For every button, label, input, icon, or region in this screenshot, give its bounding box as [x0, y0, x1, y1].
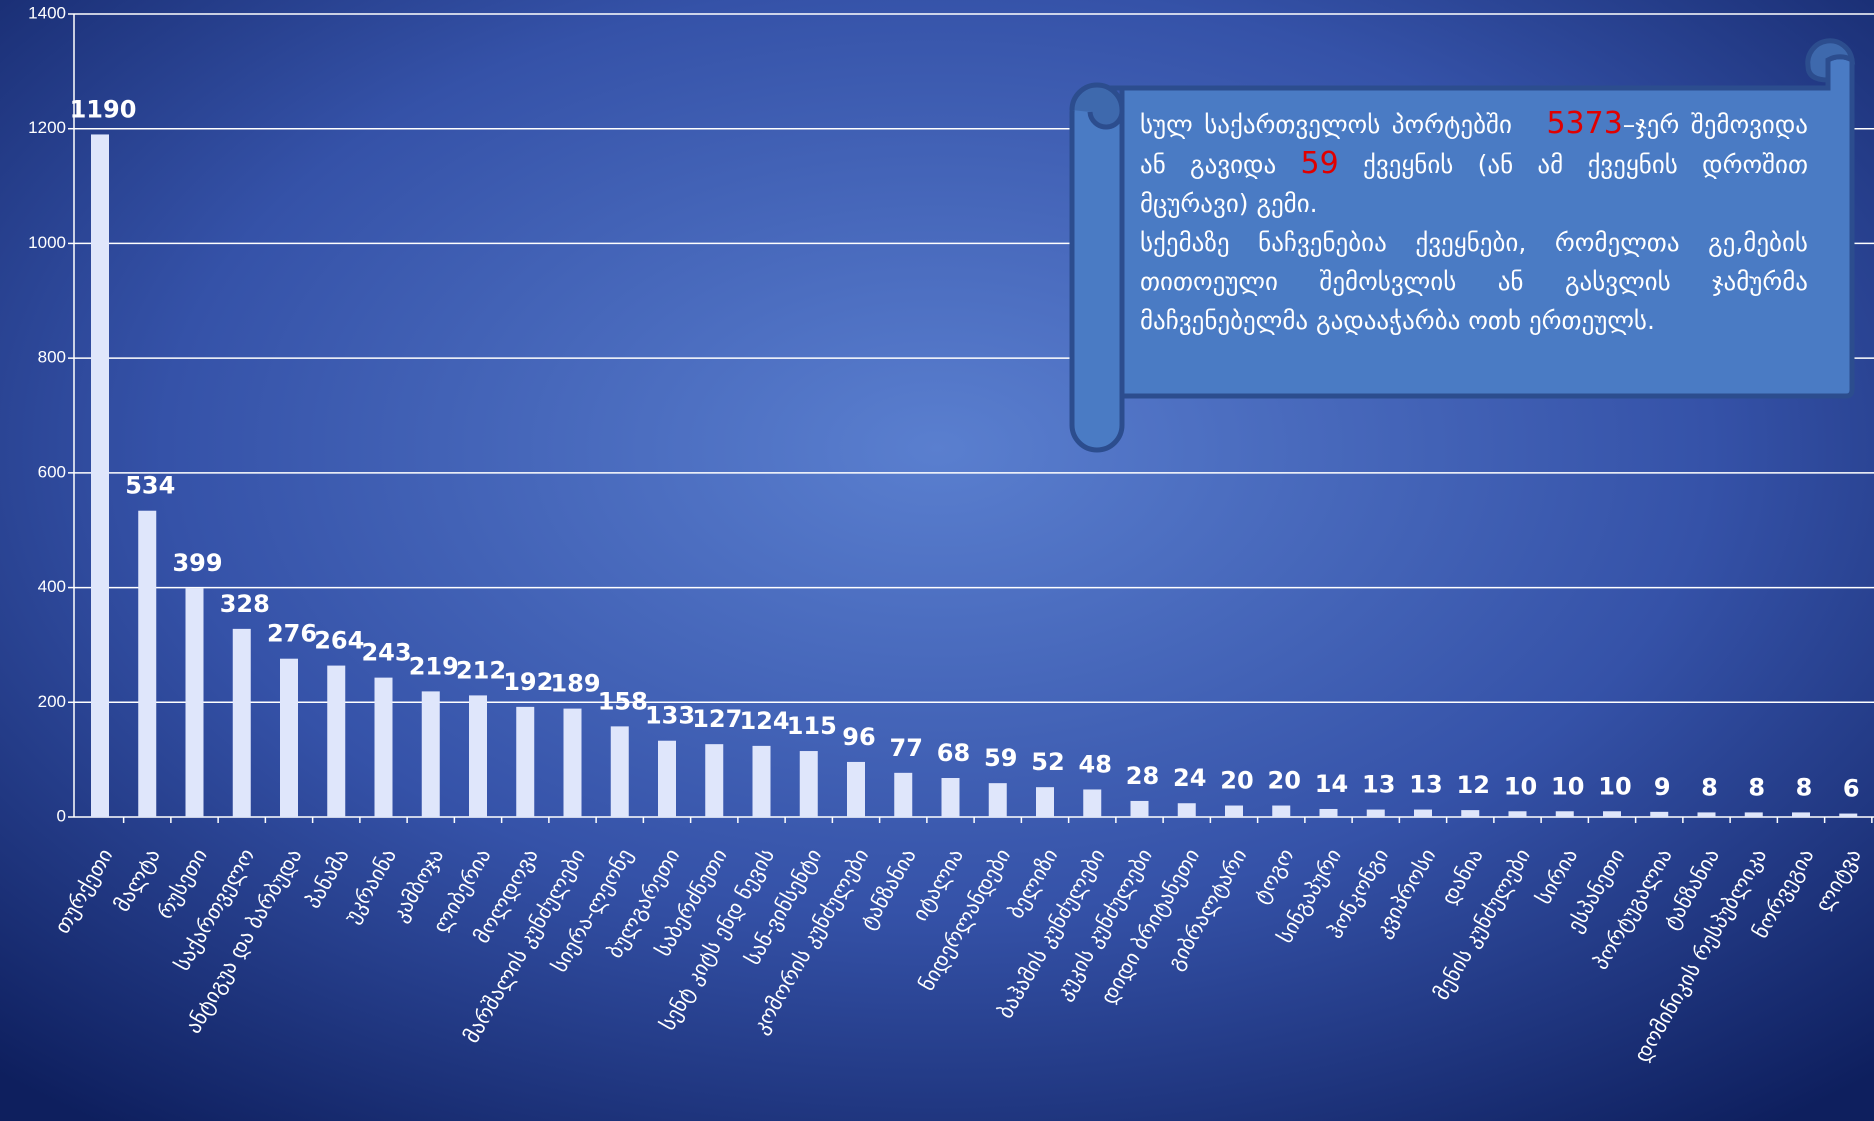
- value-label: 28: [1126, 762, 1159, 790]
- y-tick-label: 200: [38, 692, 66, 711]
- y-tick-label: 1000: [28, 233, 66, 252]
- bar: [1036, 787, 1054, 817]
- annotation: სულ საქართველოს პორტებში 5373–ჯერ შემოვი…: [1140, 104, 1808, 340]
- bar: [799, 751, 818, 817]
- value-label: 20: [1268, 767, 1301, 795]
- value-label: 127: [692, 705, 742, 733]
- bar: [1839, 813, 1858, 817]
- note-text: ქვეყნის (ან ამ ქვეყნის დროშით მცურავი) გ…: [1140, 150, 1809, 218]
- bar: [421, 691, 440, 817]
- y-tick-label: 1200: [28, 118, 66, 137]
- value-label: 189: [550, 670, 600, 698]
- bar: [1555, 811, 1574, 817]
- bar: [1414, 809, 1432, 817]
- value-label: 8: [1701, 773, 1718, 801]
- value-label: 212: [456, 656, 506, 684]
- bar: [374, 677, 393, 817]
- value-label: 13: [1362, 771, 1395, 799]
- bar: [658, 740, 676, 817]
- bar: [1225, 805, 1243, 817]
- value-label: 20: [1220, 767, 1253, 795]
- bar: [1272, 805, 1291, 817]
- value-label: 8: [1748, 773, 1765, 801]
- bar: [1744, 812, 1763, 817]
- bar: [847, 761, 865, 817]
- bar: [1603, 811, 1621, 817]
- value-label: 12: [1457, 771, 1490, 799]
- bar: [1508, 811, 1527, 817]
- note-number: 59: [1300, 146, 1339, 181]
- bar: [1130, 800, 1149, 817]
- value-label: 8: [1796, 773, 1813, 801]
- value-label: 399: [172, 549, 222, 577]
- bar: [232, 628, 251, 817]
- value-label: 276: [267, 620, 317, 648]
- bar: [516, 706, 535, 817]
- bar: [1366, 809, 1385, 817]
- bar: [1083, 789, 1102, 817]
- bar: [705, 744, 724, 817]
- value-label: 264: [314, 627, 364, 655]
- value-label: 219: [409, 652, 459, 680]
- value-label: 48: [1079, 750, 1112, 778]
- value-label: 96: [842, 723, 875, 751]
- value-label: 10: [1551, 772, 1584, 800]
- y-tick-label: 1400: [28, 3, 66, 22]
- value-label: 158: [598, 687, 648, 715]
- bar: [752, 745, 771, 817]
- bar: [138, 510, 157, 817]
- value-label: 1190: [70, 95, 137, 123]
- bar: [1177, 803, 1196, 817]
- bar: [1319, 808, 1338, 817]
- value-label: 10: [1598, 772, 1631, 800]
- value-label: 13: [1409, 771, 1442, 799]
- value-label: 328: [220, 590, 270, 618]
- value-label: 10: [1504, 772, 1537, 800]
- y-tick-label: 800: [38, 348, 66, 367]
- note-text: სქემაზე ნაჩვენებია ქვეყნები, რომელთა გე,…: [1140, 228, 1808, 335]
- bar: [327, 665, 346, 817]
- bar: [185, 588, 204, 817]
- bar: [1461, 810, 1480, 817]
- bar: [91, 134, 109, 817]
- scroll: [1069, 38, 1856, 453]
- value-label: 115: [787, 712, 837, 740]
- y-tick-label: 600: [38, 462, 66, 481]
- bar: [610, 726, 629, 817]
- bar: [1792, 812, 1810, 817]
- value-label: 59: [984, 744, 1017, 772]
- value-label: 243: [361, 639, 411, 667]
- y-tick-label: 0: [57, 806, 66, 825]
- bar: [563, 708, 582, 817]
- note-number: 5373: [1546, 106, 1623, 141]
- value-label: 24: [1173, 764, 1206, 792]
- value-label: 9: [1654, 773, 1671, 801]
- note-text: სულ საქართველოს პორტებში: [1140, 110, 1512, 139]
- bar: [469, 695, 487, 817]
- bar: [894, 772, 913, 817]
- value-label: 14: [1315, 770, 1348, 798]
- value-label: 534: [125, 472, 175, 500]
- value-label: 52: [1031, 748, 1064, 776]
- value-label: 6: [1843, 775, 1860, 803]
- value-label: 124: [739, 707, 789, 735]
- bar: [280, 658, 298, 817]
- value-label: 77: [890, 734, 923, 762]
- note-text: –ჯერ შემოვიდა ან გავიდა: [1140, 110, 1808, 179]
- y-tick-label: 400: [38, 577, 66, 596]
- bar: [1650, 811, 1669, 817]
- value-label: 192: [503, 668, 553, 696]
- value-label: 133: [645, 702, 695, 730]
- bar: [988, 783, 1007, 817]
- bar: [941, 777, 960, 817]
- value-label: 68: [937, 739, 970, 767]
- bar: [1697, 812, 1716, 817]
